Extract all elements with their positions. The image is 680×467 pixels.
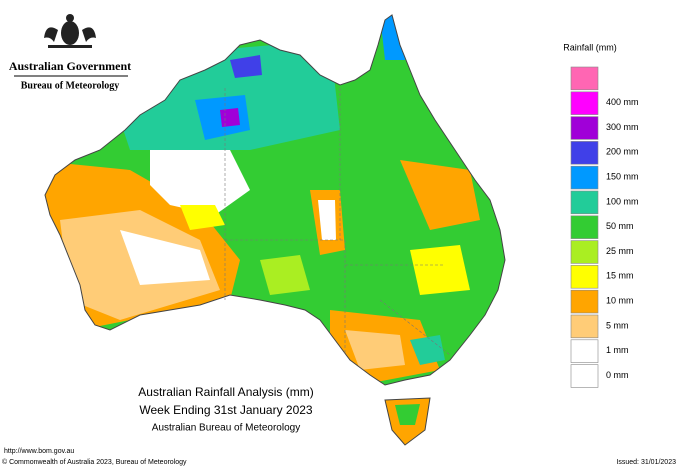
footer-copyright: © Commonwealth of Australia 2023, Bureau…: [2, 458, 187, 466]
map-period: Week Ending 31st January 2023: [139, 403, 313, 417]
legend-swatch: [570, 165, 599, 190]
legend-swatch: [570, 91, 599, 115]
legend-label: 150 mm: [606, 172, 639, 182]
footer-url: http://www.bom.gov.au: [4, 448, 74, 455]
footer-issued: Issued: 31/01/2023: [616, 459, 676, 466]
legend-swatch: [570, 289, 599, 314]
legend-swatch: [570, 116, 599, 140]
legend-swatch: [570, 364, 599, 388]
legend-swatch: [570, 66, 599, 91]
legend-swatch: [570, 339, 599, 363]
agency-name: Bureau of Meteorology: [21, 80, 120, 91]
crest: [44, 14, 96, 48]
legend-label: 300 mm: [606, 122, 639, 132]
legend-swatch: [570, 265, 599, 289]
legend-title: Rainfall (mm): [563, 42, 617, 52]
map-source: Australian Bureau of Meteorology: [152, 423, 300, 434]
legend-label: 200 mm: [606, 147, 639, 157]
legend-label: 10 mm: [606, 296, 634, 306]
map-title: Australian Rainfall Analysis (mm): [138, 385, 313, 399]
state-borders: [224, 88, 451, 356]
legend-label: 0 mm: [606, 370, 629, 380]
legend-swatch: [570, 215, 599, 239]
legend-label: 100 mm: [606, 196, 639, 206]
legend-label: 5 mm: [606, 320, 629, 330]
legend-swatch: [570, 314, 599, 339]
legend-label: 25 mm: [606, 246, 634, 256]
legend-swatch: [570, 190, 599, 215]
legend-label: 15 mm: [606, 271, 634, 281]
legend: 400 mm 300 mm 200 mm 150 mm 100 mm 50 mm 25 mm…: [570, 66, 639, 388]
legend-swatch: [570, 240, 599, 264]
tasmania-rain: [395, 404, 420, 425]
legend-label: 1 mm: [606, 345, 629, 355]
legend-label: 400 mm: [606, 97, 639, 107]
legend-swatch: [570, 141, 599, 165]
legend-label: 50 mm: [606, 221, 634, 231]
government-name: Australian Government: [9, 59, 131, 73]
